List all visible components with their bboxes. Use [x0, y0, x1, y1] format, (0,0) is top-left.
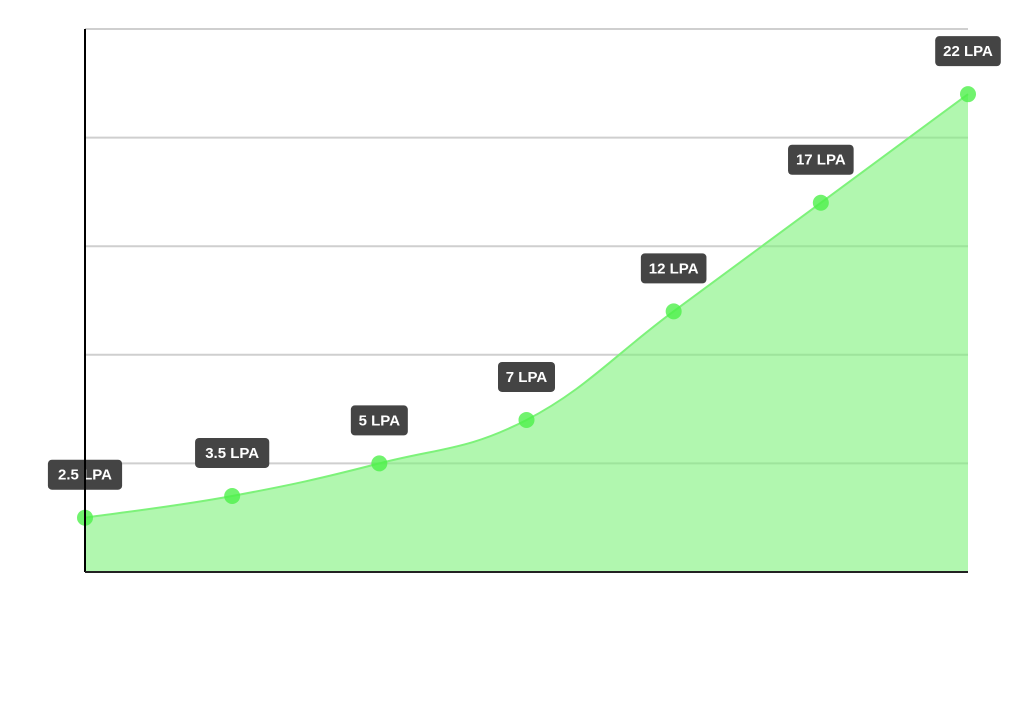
point	[665, 303, 682, 320]
value-label-box	[498, 361, 555, 392]
value-label-box	[788, 144, 854, 175]
value-label-box	[350, 405, 408, 436]
value-label-box	[640, 253, 707, 284]
value-label: 3.5 LPA	[205, 445, 259, 462]
point	[371, 455, 388, 472]
value-label: 22 LPA	[943, 43, 993, 60]
area-fill	[85, 94, 968, 572]
value-label-box	[195, 437, 270, 468]
point	[224, 487, 241, 504]
point	[812, 194, 829, 211]
value-label: 5 LPA	[359, 412, 401, 429]
point	[960, 86, 976, 103]
value-label: 12 LPA	[649, 260, 699, 277]
value-label: 17 LPA	[796, 152, 846, 169]
value-label: 7 LPA	[506, 369, 548, 386]
value-label-box	[935, 36, 1001, 67]
point	[518, 411, 535, 428]
